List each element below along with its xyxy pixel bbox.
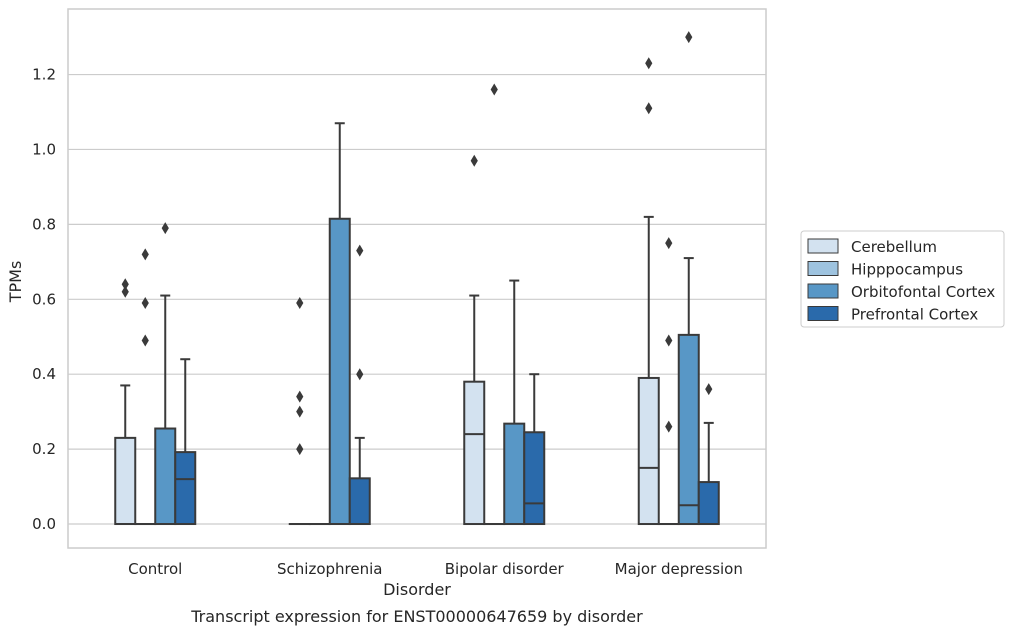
box-group xyxy=(657,237,680,526)
box xyxy=(677,333,700,526)
box-group xyxy=(677,31,700,526)
legend-label: Orbitofontal Cortex xyxy=(851,283,995,301)
outlier-point xyxy=(161,222,169,235)
outlier-point xyxy=(645,102,653,115)
legend-label: Cerebellum xyxy=(851,238,937,256)
outlier-point xyxy=(645,57,653,70)
legend-label: Hipppocampus xyxy=(851,261,963,279)
y-tick-label: 0.8 xyxy=(32,215,56,233)
outlier-point xyxy=(490,83,498,96)
box xyxy=(154,427,177,526)
x-tick-label: Major depression xyxy=(615,560,743,578)
box xyxy=(503,422,526,526)
y-tick-label: 1.0 xyxy=(32,140,56,158)
x-tick-label: Bipolar disorder xyxy=(445,560,565,578)
x-tick-label: Control xyxy=(128,560,182,578)
outlier-point xyxy=(665,237,673,250)
y-axis-label: TPMs xyxy=(6,261,25,304)
outlier-point xyxy=(356,244,364,257)
outlier-point xyxy=(121,278,129,291)
legend-swatch xyxy=(807,283,839,299)
x-axis-label: Disorder xyxy=(383,580,451,599)
outlier-point xyxy=(121,285,129,298)
x-tick-label: Schizophrenia xyxy=(277,560,382,578)
box-group xyxy=(114,278,137,526)
outlier-point xyxy=(296,297,304,310)
legend-swatch xyxy=(807,261,839,276)
y-tick-label: 1.2 xyxy=(32,66,56,84)
legend-frame xyxy=(800,230,1005,328)
box-group xyxy=(463,154,486,526)
box-group xyxy=(503,279,526,526)
box-group xyxy=(523,373,546,526)
outlier-point xyxy=(296,443,304,456)
legend-swatch xyxy=(807,306,839,321)
box xyxy=(463,380,486,526)
y-tick-label: 0.6 xyxy=(32,290,56,308)
box-group xyxy=(637,57,660,526)
outlier-point xyxy=(141,248,149,261)
plot-area xyxy=(114,31,720,526)
outlier-point xyxy=(705,383,713,396)
box-group xyxy=(288,297,311,526)
y-axis-ticks: 0.0 0.2 0.4 0.6 0.8 1.0 1.2 xyxy=(32,66,56,533)
legend-swatch xyxy=(807,238,839,254)
box-group xyxy=(348,244,371,526)
box xyxy=(637,376,660,526)
x-axis-ticks: Control Schizophrenia Bipolar disorder Majo… xyxy=(128,560,743,578)
y-tick-label: 0.4 xyxy=(32,365,56,383)
box-group xyxy=(328,122,351,526)
chart-caption: Transcript expression for ENST0000064765… xyxy=(190,607,643,626)
box-group xyxy=(174,358,197,526)
box xyxy=(174,451,197,526)
box xyxy=(114,436,137,526)
y-tick-label: 0.0 xyxy=(32,515,56,533)
outlier-point xyxy=(470,154,478,167)
box-group xyxy=(134,248,157,526)
outlier-point xyxy=(685,31,693,44)
plot-frame xyxy=(67,8,767,549)
outlier-point xyxy=(141,297,149,310)
y-tick-label: 0.2 xyxy=(32,440,56,458)
box xyxy=(697,481,720,526)
legend: Cerebellum Hipppocampus Orbitofontal Corte… xyxy=(800,230,1005,328)
box-group xyxy=(483,83,506,526)
outlier-point xyxy=(296,390,304,403)
box-group xyxy=(697,383,720,526)
outlier-point xyxy=(356,368,364,381)
outlier-point xyxy=(296,405,304,418)
box xyxy=(328,217,351,526)
outlier-point xyxy=(141,334,149,347)
legend-label: Prefrontal Cortex xyxy=(851,306,978,324)
box xyxy=(348,477,371,526)
box-group xyxy=(154,222,177,526)
outlier-point xyxy=(665,334,673,347)
outlier-point xyxy=(665,420,673,433)
box xyxy=(523,431,546,526)
